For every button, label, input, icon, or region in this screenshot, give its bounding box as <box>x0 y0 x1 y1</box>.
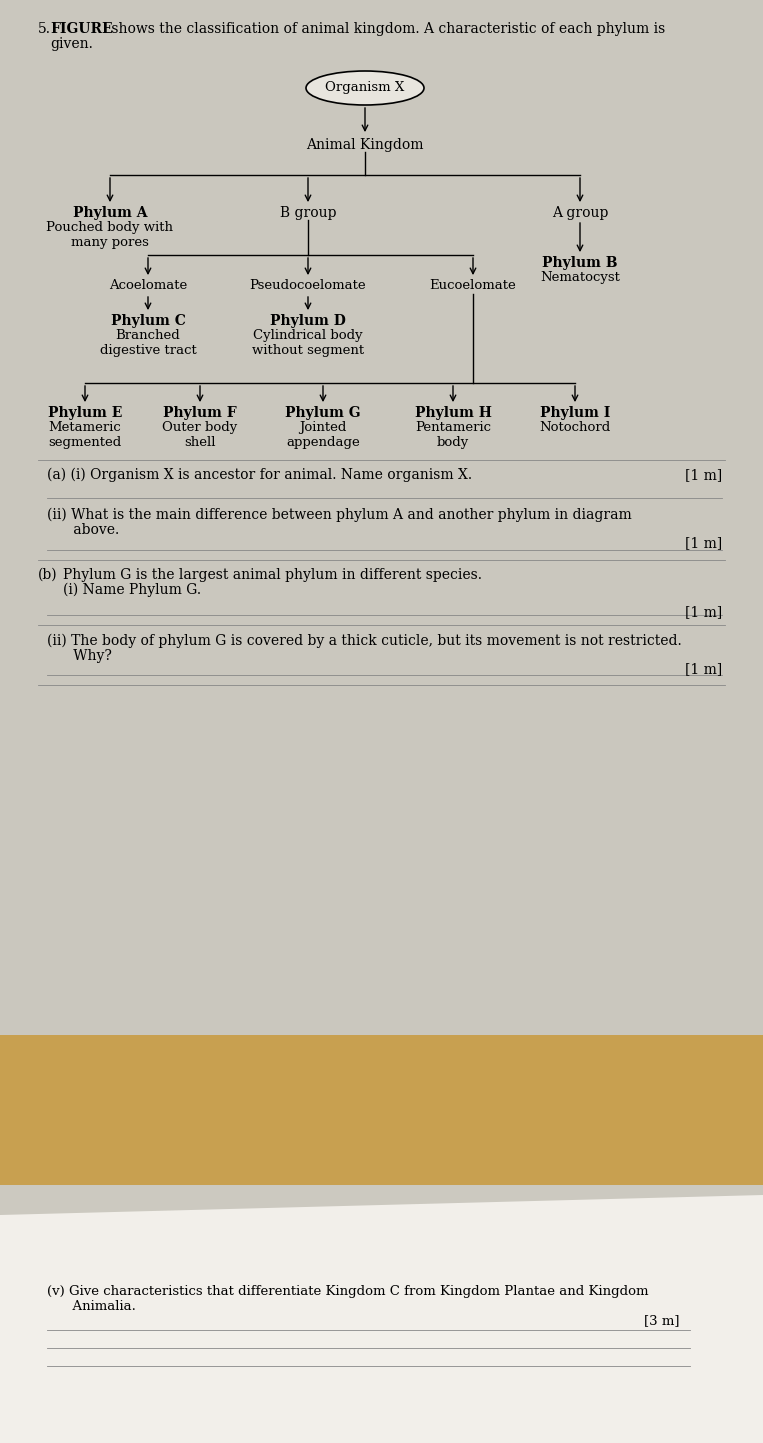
Text: [1 m]: [1 m] <box>684 662 722 675</box>
Text: Jointed
appendage: Jointed appendage <box>286 421 360 449</box>
Text: Phylum G is the largest animal phylum in different species.: Phylum G is the largest animal phylum in… <box>63 569 482 582</box>
Text: Pouched body with
many pores: Pouched body with many pores <box>47 221 173 250</box>
Text: Phylum A: Phylum A <box>72 206 147 219</box>
Text: [3 m]: [3 m] <box>645 1315 680 1328</box>
Text: (a) (i) Organism X is ancestor for animal. Name organism X.: (a) (i) Organism X is ancestor for anima… <box>47 468 472 482</box>
Text: Phylum C: Phylum C <box>111 315 185 328</box>
Ellipse shape <box>306 71 424 105</box>
Text: (v) Give characteristics that differentiate Kingdom C from Kingdom Plantae and K: (v) Give characteristics that differenti… <box>47 1286 649 1299</box>
Text: shows the classification of animal kingdom. A characteristic of each phylum is: shows the classification of animal kingd… <box>107 22 665 36</box>
Text: Phylum H: Phylum H <box>414 405 491 420</box>
Text: B group: B group <box>280 206 336 219</box>
Text: [1 m]: [1 m] <box>684 468 722 482</box>
Text: Pseudocoelomate: Pseudocoelomate <box>250 278 366 291</box>
Text: Cylindrical body
without segment: Cylindrical body without segment <box>252 329 364 356</box>
Text: Phylum G: Phylum G <box>285 405 361 420</box>
Text: Phylum I: Phylum I <box>539 405 610 420</box>
Text: Phylum E: Phylum E <box>48 405 122 420</box>
Text: Notochord: Notochord <box>539 421 610 434</box>
Text: 5.: 5. <box>38 22 51 36</box>
Text: (ii) What is the main difference between phylum A and another phylum in diagram: (ii) What is the main difference between… <box>47 508 632 522</box>
Text: [1 m]: [1 m] <box>684 605 722 619</box>
Text: Phylum B: Phylum B <box>542 255 618 270</box>
Text: Organism X: Organism X <box>325 81 404 94</box>
Text: Branched
digestive tract: Branched digestive tract <box>100 329 196 356</box>
Text: given.: given. <box>50 38 93 51</box>
Text: A group: A group <box>552 206 608 219</box>
Bar <box>0 1035 763 1185</box>
Text: Phylum D: Phylum D <box>270 315 346 328</box>
Polygon shape <box>0 1195 763 1443</box>
Text: above.: above. <box>47 522 119 537</box>
Text: Eucoelomate: Eucoelomate <box>430 278 517 291</box>
Bar <box>0 0 763 1035</box>
Text: (ii) The body of phylum G is covered by a thick cuticle, but its movement is not: (ii) The body of phylum G is covered by … <box>47 633 682 648</box>
Text: (i) Name Phylum G.: (i) Name Phylum G. <box>63 583 201 597</box>
Text: Outer body
shell: Outer body shell <box>163 421 237 449</box>
Text: Phylum F: Phylum F <box>163 405 237 420</box>
Text: FIGURE: FIGURE <box>50 22 113 36</box>
Text: Animalia.: Animalia. <box>47 1300 136 1313</box>
Text: Acoelomate: Acoelomate <box>109 278 187 291</box>
Text: Pentameric
body: Pentameric body <box>415 421 491 449</box>
Text: Metameric
segmented: Metameric segmented <box>48 421 121 449</box>
Text: Animal Kingdom: Animal Kingdom <box>306 139 423 152</box>
Text: Why?: Why? <box>47 649 112 662</box>
Text: (b): (b) <box>38 569 58 582</box>
Text: Nematocyst: Nematocyst <box>540 271 620 284</box>
Text: [1 m]: [1 m] <box>684 535 722 550</box>
